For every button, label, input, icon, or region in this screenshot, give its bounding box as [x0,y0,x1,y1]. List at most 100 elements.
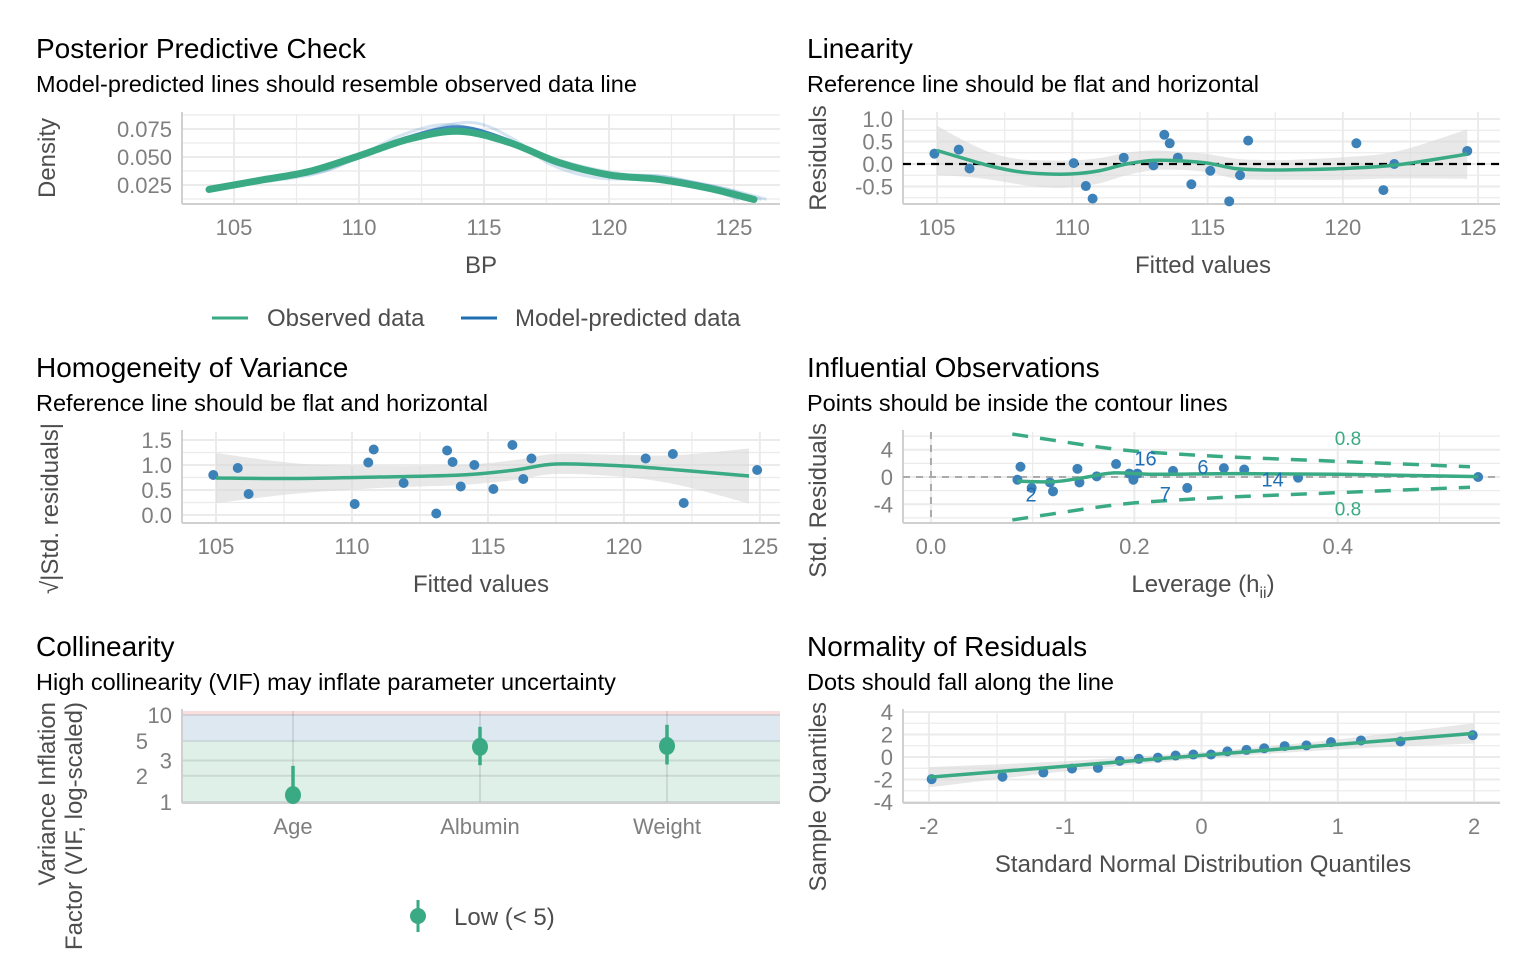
linearity-data-point [1068,158,1079,169]
homogeneity-y-tick-label: 1.0 [141,453,172,478]
influential-y-tick-label: -4 [873,492,893,517]
homogeneity-data-point [243,489,254,499]
ppc-y-axis-title: Density [34,118,61,198]
ppc-x-axis-title: BP [465,252,497,279]
homogeneity-data-point [431,508,442,519]
collinearity-band-high [182,711,780,715]
homogeneity-y-axis-title: √|Std. residuals| [37,423,64,594]
homogeneity-y-tick-label: 0.0 [141,503,172,528]
linearity-x-axis-title: Fitted values [1135,252,1271,279]
vif-point-age [285,786,301,805]
homogeneity-data-point [208,470,219,480]
x-title-end: ) [1267,571,1275,598]
influential-point-label: 6 [1197,457,1208,479]
normality-data-point [1038,767,1049,778]
homogeneity-data-point [752,465,763,475]
homogeneity-x-axis-title: Fitted values [413,571,549,598]
influential-data-point [1015,461,1026,472]
normality-subtitle: Dots should fall along the line [807,669,1114,695]
collinearity-x-tick-label: Weight [633,814,701,839]
linearity-data-point [1118,152,1129,163]
collinearity-y-tick-label: 3 [160,748,172,773]
linearity-data-point [1186,179,1197,190]
homogeneity-data-point [640,453,651,464]
influential-point-label: 14 [1262,470,1284,492]
influential-subtitle: Points should be inside the contour line… [807,390,1228,416]
influential-point-label: 2 [1026,485,1037,507]
homogeneity-data-point [442,445,453,456]
influential-x-tick-label: 0.0 [916,534,947,559]
linearity-data-point [1235,170,1246,181]
influential-y-axis-title: Std. Residuals [805,423,832,578]
normality-y-tick-label: 0 [881,745,893,770]
ppc-y-tick-label: 0.050 [117,145,172,170]
ppc-x-tick-label: 120 [591,215,628,240]
linearity-data-point [1243,135,1254,146]
linearity-data-point [929,148,940,159]
homogeneity-data-point [518,474,529,484]
linearity-x-tick-label: 125 [1460,215,1497,240]
linearity-y-axis-title: Residuals [805,105,832,210]
linearity-title: Linearity [807,33,913,64]
collinearity-y-axis-title-line2: Factor (VIF, log-scaled) [61,702,88,950]
linearity-y-tick-label: 0.5 [862,130,893,155]
normality-x-axis-title: Standard Normal Distribution Quantiles [995,851,1411,878]
linearity-x-tick-label: 120 [1324,215,1361,240]
linearity-data-point [1205,165,1216,176]
linearity-smooth-line [936,148,1468,176]
influential-x-axis-title: Leverage (hii) [1131,571,1274,602]
homogeneity-smooth-line [215,462,750,481]
linearity-data-point [1159,129,1170,140]
x-title-subscript: ii [1259,585,1266,602]
normality-y-tick-label: 4 [881,700,893,725]
linearity-x-tick-label: 115 [1190,215,1225,240]
homogeneity-title: Homogeneity of Variance [36,352,348,383]
influential-data-point [1473,472,1484,482]
normality-x-tick-label: -1 [1055,814,1075,839]
cook-contour-upper [1012,432,1471,469]
homogeneity-subtitle: Reference line should be flat and horizo… [36,390,488,416]
homogeneity-data-point [455,481,466,492]
linearity-confidence-ribbon [937,125,1468,188]
linearity-y-tick-label: 1.0 [862,107,893,132]
linearity-data-point [1378,185,1389,196]
homogeneity-x-tick-label: 125 [742,534,779,559]
collinearity-x-tick-label: Age [273,814,312,839]
linearity-data-point [1351,138,1362,149]
normality-x-tick-label: 0 [1195,814,1207,839]
legend-observed-label: Observed data [267,305,425,332]
normality-x-tick-label: 2 [1468,814,1480,839]
linearity-x-tick-label: 105 [919,215,956,240]
homogeneity-data-point [526,453,537,464]
influential-data-point [1048,486,1059,497]
homogeneity-data-point [469,460,480,470]
influential-y-tick-label: 0 [881,465,893,490]
cook-contour-label-upper: 0.8 [1335,429,1361,450]
influential-data-point [1026,482,1037,493]
influential-x-tick-label: 0.2 [1119,534,1150,559]
normality-y-tick-label: 2 [881,723,893,748]
homogeneity-data-point [447,457,458,467]
x-title-main: Leverage (h [1131,571,1259,598]
homogeneity-confidence-ribbon [215,448,749,504]
linearity-data-point [1080,181,1091,192]
linearity-data-point [964,163,975,174]
normality-y-tick-label: -4 [873,790,893,815]
linearity-y-tick-label: -0.5 [855,174,893,199]
collinearity-title: Collinearity [36,631,175,662]
influential-x-tick-label: 0.4 [1322,534,1353,559]
homogeneity-y-tick-label: 0.5 [141,478,172,503]
ppc-subtitle: Model-predicted lines should resemble ob… [36,71,637,97]
collinearity-y-tick-label: 5 [136,729,148,754]
normality-y-axis-title: Sample Quantiles [805,702,832,891]
homogeneity-data-point [488,484,499,494]
homogeneity-x-tick-label: 115 [470,534,505,559]
ppc-x-tick-label: 125 [716,215,753,240]
legend-low-point [410,908,426,924]
cook-contour-lower [1012,485,1471,522]
observed-data-line [205,127,758,204]
homogeneity-x-tick-label: 120 [606,534,643,559]
linearity-subtitle: Reference line should be flat and horizo… [807,71,1259,97]
influential-data-point [1072,463,1083,474]
